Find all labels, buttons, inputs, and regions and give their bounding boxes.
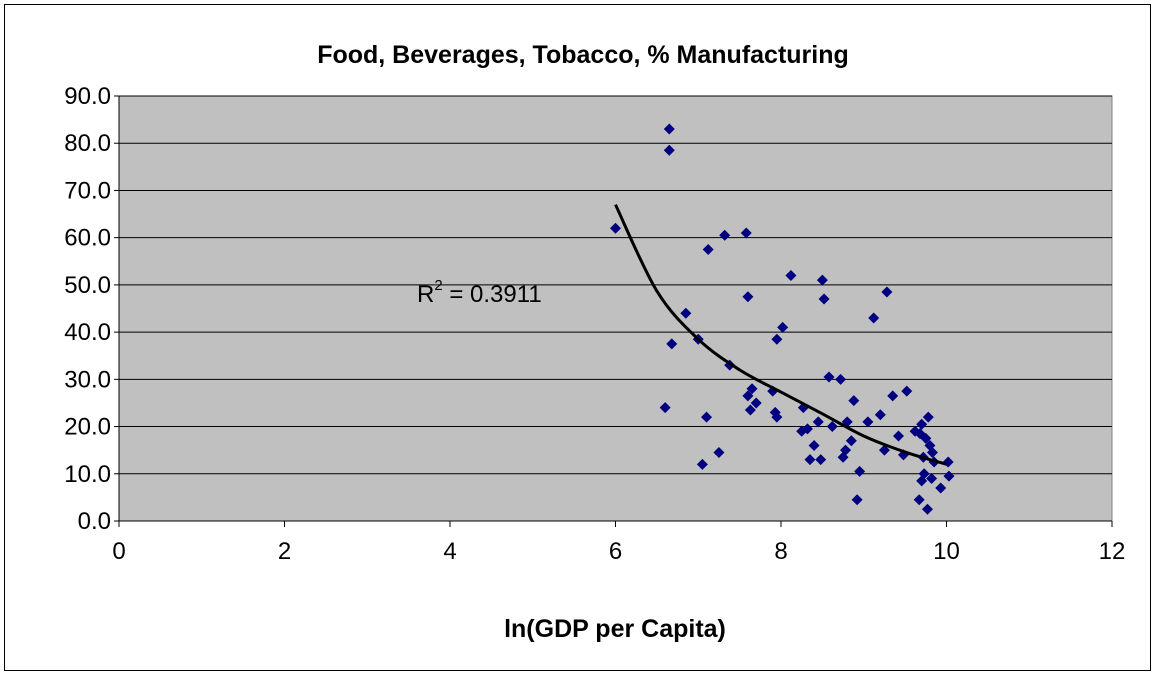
data-point xyxy=(887,390,899,402)
data-point xyxy=(740,227,752,239)
data-point xyxy=(922,411,934,423)
data-point xyxy=(913,494,925,506)
data-point xyxy=(862,416,874,428)
data-point xyxy=(926,473,938,484)
y-tick-label: 90.0 xyxy=(64,83,111,110)
data-point xyxy=(719,229,731,241)
y-tick-label: 0.0 xyxy=(78,508,111,535)
data-point xyxy=(742,390,754,402)
trendline xyxy=(614,203,947,466)
data-point xyxy=(771,411,783,423)
x-tick-label: 12 xyxy=(1099,538,1126,565)
data-point xyxy=(742,291,754,303)
data-point xyxy=(921,503,933,515)
data-point xyxy=(893,430,905,442)
data-point xyxy=(771,333,783,345)
data-point xyxy=(746,383,758,395)
x-tick-label: 10 xyxy=(933,538,960,565)
data-point xyxy=(680,307,692,319)
data-point xyxy=(812,416,824,428)
data-point xyxy=(666,338,678,350)
data-point xyxy=(823,371,835,383)
data-point xyxy=(868,312,880,324)
y-tick-label: 10.0 xyxy=(64,461,111,488)
data-point xyxy=(935,482,947,494)
x-axis-title: ln(GDP per Capita) xyxy=(504,615,726,643)
data-points xyxy=(610,123,955,515)
data-point xyxy=(920,432,932,444)
y-tick-label: 50.0 xyxy=(64,272,111,299)
data-point xyxy=(854,465,866,477)
data-point xyxy=(750,397,762,409)
y-tick-label: 40.0 xyxy=(64,319,111,346)
data-point xyxy=(663,144,675,156)
r-squared-prefix: R xyxy=(417,281,434,308)
data-point xyxy=(874,409,886,421)
data-point xyxy=(744,404,756,416)
data-point xyxy=(851,494,863,506)
data-point xyxy=(713,447,725,459)
data-point xyxy=(815,454,827,466)
data-point xyxy=(845,435,857,447)
data-point xyxy=(926,447,938,459)
chart-title: Food, Beverages, Tobacco, % Manufacturin… xyxy=(317,41,849,69)
data-point xyxy=(808,439,820,451)
plot-area xyxy=(118,95,1113,522)
gridlines xyxy=(119,95,1112,475)
r-squared-superscript: 2 xyxy=(434,277,442,294)
y-tick-label: 80.0 xyxy=(64,130,111,157)
chart-frame: Food, Beverages, Tobacco, % Manufacturin… xyxy=(4,4,1151,671)
data-point xyxy=(835,373,847,385)
data-point xyxy=(663,123,675,135)
x-tick-label: 0 xyxy=(112,538,125,565)
x-tick-label: 8 xyxy=(774,538,787,565)
data-point xyxy=(804,454,816,466)
data-point xyxy=(610,222,621,234)
scatter-chart: Food, Beverages, Tobacco, % Manufacturin… xyxy=(64,41,1125,643)
data-point xyxy=(696,458,708,470)
data-point xyxy=(901,385,913,397)
data-point xyxy=(918,468,930,480)
data-point xyxy=(659,402,671,414)
x-tick-labels: 0 2 4 6 8 10 12 xyxy=(112,521,1125,565)
data-point xyxy=(818,293,830,305)
y-tick-label: 60.0 xyxy=(64,225,111,252)
x-tick-label: 6 xyxy=(609,538,622,565)
y-tick-label: 30.0 xyxy=(64,366,111,393)
x-tick-label: 4 xyxy=(443,538,456,565)
data-point xyxy=(702,243,714,255)
r-squared-value: = 0.3911 xyxy=(443,281,542,308)
y-tick-label: 20.0 xyxy=(64,414,111,441)
data-point xyxy=(816,274,828,286)
data-point xyxy=(701,411,713,423)
data-point xyxy=(878,444,890,456)
data-point xyxy=(840,444,852,456)
y-tick-labels: 0.0 10.0 20.0 30.0 40.0 50.0 60.0 70.0 80.0 90.0 xyxy=(64,83,119,535)
y-tick-label: 70.0 xyxy=(64,177,111,204)
r-squared-annotation: R2 = 0.3911 xyxy=(417,277,542,308)
data-point xyxy=(785,269,797,281)
data-point xyxy=(801,423,813,435)
data-point xyxy=(848,395,860,407)
data-point xyxy=(916,418,928,430)
data-point xyxy=(943,470,955,482)
data-point xyxy=(881,286,893,298)
x-tick-label: 2 xyxy=(278,538,291,565)
data-point xyxy=(777,321,789,333)
data-point xyxy=(826,421,838,433)
